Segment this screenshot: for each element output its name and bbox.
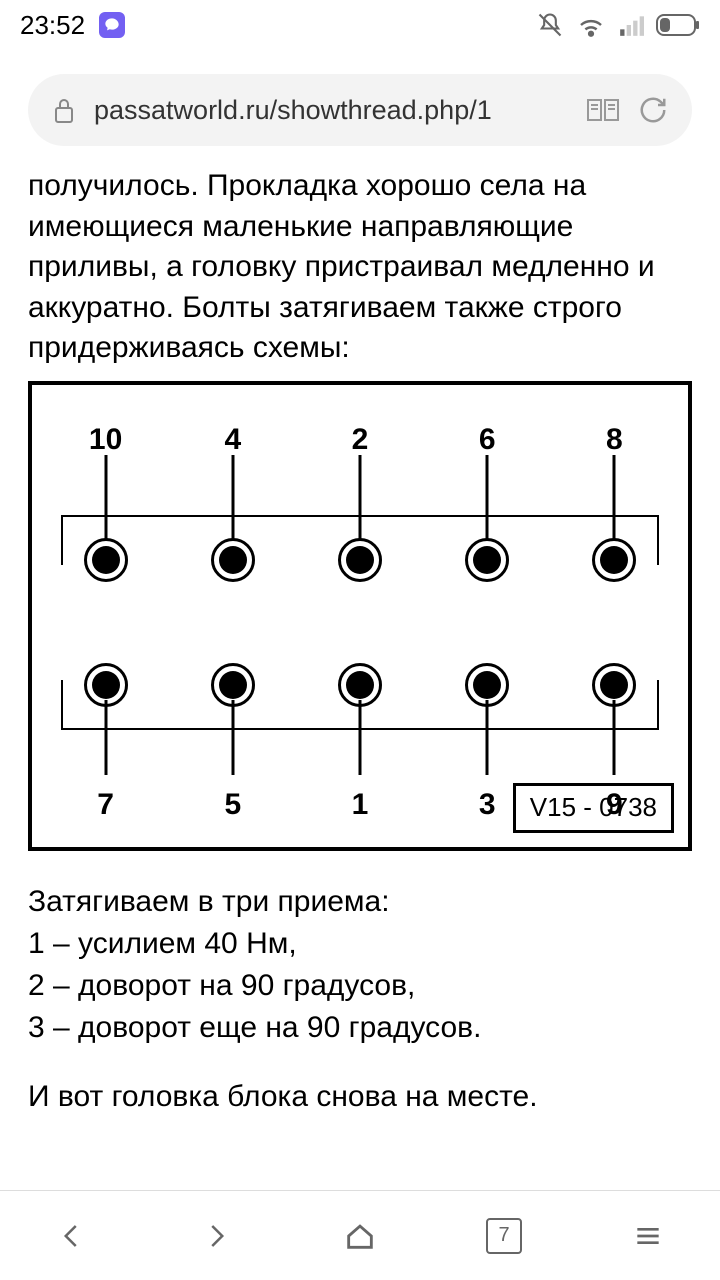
lock-icon: [52, 96, 76, 124]
forward-button[interactable]: [192, 1212, 240, 1260]
menu-button[interactable]: [624, 1212, 672, 1260]
bolt-circle: [338, 538, 382, 582]
reader-icon[interactable]: [586, 96, 620, 124]
tab-count: 7: [486, 1218, 522, 1254]
step-1: 1 – усилием 40 Нм,: [28, 923, 692, 965]
clock: 23:52: [20, 10, 85, 41]
url-bar[interactable]: passatworld.ru/showthread.php/1: [28, 74, 692, 146]
bolt-circle: [211, 538, 255, 582]
bolt-label-bottom: 5: [224, 785, 241, 826]
status-bar: 23:52: [0, 0, 720, 50]
back-button[interactable]: [48, 1212, 96, 1260]
battery-icon: [656, 14, 700, 36]
step-3: 3 – доворот еще на 90 градусов.: [28, 1007, 692, 1049]
torque-steps: Затягиваем в три приема: 1 – усилием 40 …: [28, 881, 692, 1049]
bolt-circle: [84, 538, 128, 582]
browser-nav: 7: [0, 1190, 720, 1280]
wifi-icon: [576, 10, 606, 40]
mute-icon: [536, 11, 564, 39]
url-text: passatworld.ru/showthread.php/1: [94, 95, 568, 126]
bolt-label-bottom: 9: [606, 785, 623, 826]
bolt-circle: [465, 538, 509, 582]
page-content: получилось. Прокладка хорошо села на име…: [0, 166, 720, 1117]
viber-icon: [99, 12, 125, 38]
home-button[interactable]: [336, 1212, 384, 1260]
bolt-label-bottom: 7: [97, 785, 114, 826]
bolt-label-bottom: 3: [479, 785, 496, 826]
bolt-label-bottom: 1: [352, 785, 369, 826]
reload-icon[interactable]: [638, 95, 668, 125]
bolt-circle: [592, 538, 636, 582]
signal-icon: [618, 12, 644, 38]
intro-text: получилось. Прокладка хорошо села на име…: [28, 166, 692, 369]
bolt-diagram: V15 - 0738 10745216389: [28, 381, 692, 851]
step-2: 2 – доворот на 90 градусов,: [28, 965, 692, 1007]
steps-heading: Затягиваем в три приема:: [28, 881, 692, 923]
outro-text: И вот головка блока снова на месте.: [28, 1077, 692, 1118]
tabs-button[interactable]: 7: [480, 1212, 528, 1260]
diagram-ref: V15 - 0738: [513, 783, 674, 832]
